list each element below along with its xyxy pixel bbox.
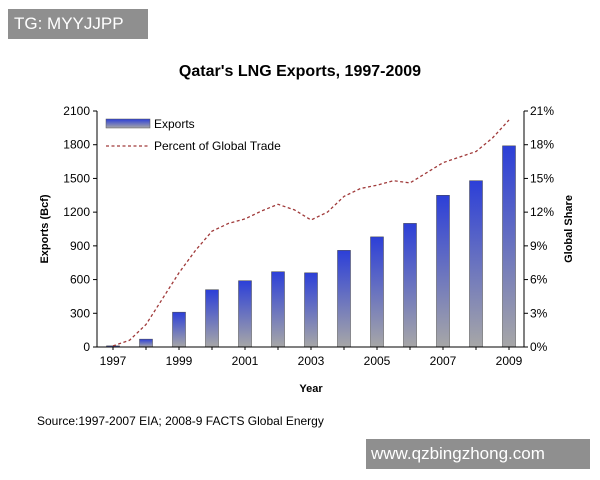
legend-percent-label: Percent of Global Trade [154,139,281,153]
bar-2000 [205,289,219,348]
x-tick-label: 2009 [496,354,523,368]
bar-2007 [436,195,450,348]
y2-tick-label: 6% [530,273,548,287]
bar-2009 [502,145,516,348]
y-tick-label: 1800 [63,138,90,152]
y2-tick-label: 0% [530,340,548,354]
y-axis-label: Exports (Bcf) [39,194,51,263]
bar-2008 [469,180,483,348]
y2-tick-label: 12% [530,205,554,219]
y-tick-label: 300 [70,306,90,320]
y2-tick-label: 3% [530,306,548,320]
chart-title: Qatar's LNG Exports, 1997-2009 [179,63,421,80]
y2-tick-label: 21% [530,104,554,118]
y-tick-label: 600 [70,273,90,287]
bar-2003 [304,272,318,348]
y-tick-label: 900 [70,239,90,253]
y-tick-label: 1200 [63,205,90,219]
source-note: Source:1997-2007 EIA; 2008-9 FACTS Globa… [37,414,324,428]
y-tick-label: 1500 [63,171,90,185]
watermark-bottom-right: www.qzbingzhong.com [366,439,590,469]
y-tick-label: 2100 [63,104,90,118]
watermark-top-left: TG: MYYJJPP [8,9,148,39]
y-tick-label: 0 [83,340,90,354]
legend-exports-swatch [105,118,151,129]
x-tick-label: 2001 [232,354,259,368]
bar-2001 [238,280,252,348]
bar-2005 [370,236,384,348]
legend: Exports Percent of Global Trade [105,117,281,153]
x-axis-label: Year [299,383,323,395]
x-tick-label: 2005 [364,354,391,368]
x-tick-label: 1999 [166,354,193,368]
y2-tick-label: 9% [530,239,548,253]
bar-2002 [271,271,285,348]
x-tick-label: 1997 [100,354,127,368]
legend-exports-label: Exports [154,117,195,131]
y2-tick-label: 18% [530,138,554,152]
y2-tick-label: 15% [530,171,554,185]
y2-axis-label: Global Share [563,195,575,263]
percent-global-trade-line [112,119,510,347]
x-tick-label: 2003 [298,354,325,368]
bar-2006 [403,223,417,348]
x-tick-label: 2007 [430,354,457,368]
bar-2004 [337,250,351,348]
bar-1998 [139,338,153,348]
bar-1999 [172,311,186,348]
